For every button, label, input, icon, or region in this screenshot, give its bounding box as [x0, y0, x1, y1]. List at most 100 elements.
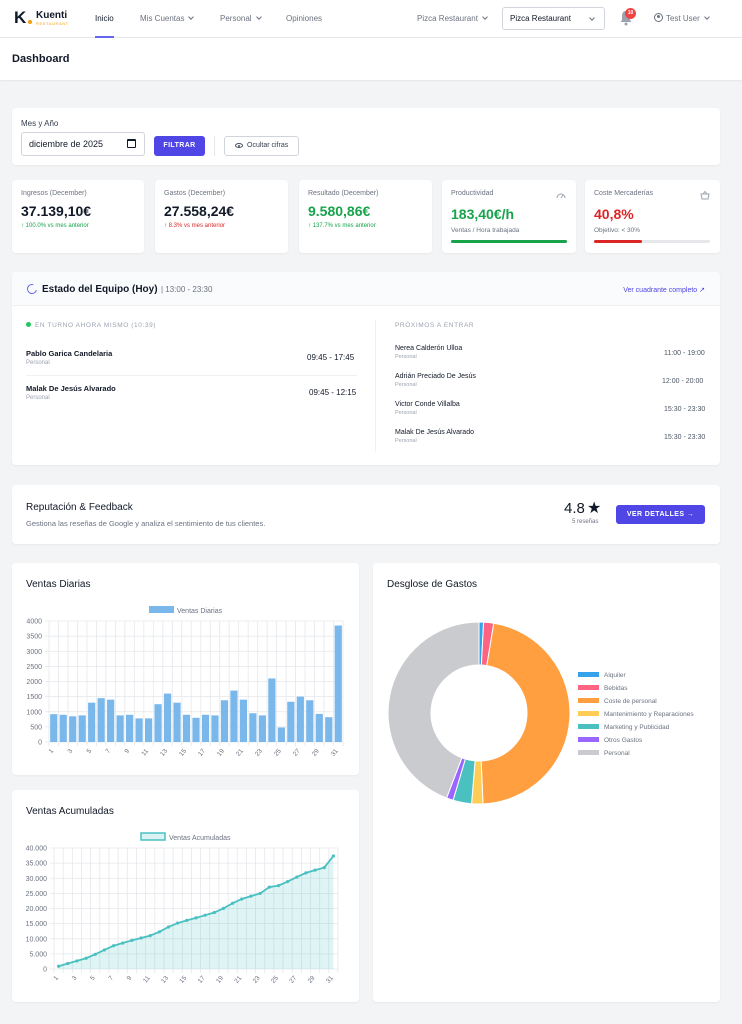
restaurant-select[interactable]: Pizca Restaurant: [502, 7, 605, 30]
notification-badge: 10: [625, 8, 636, 19]
chart-title: Desglose de Gastos: [387, 579, 478, 590]
shift-employee-role: Personal: [26, 395, 50, 401]
chevron-down-icon: [482, 14, 488, 20]
y-tick-label: 3000: [26, 649, 42, 656]
bar: [334, 625, 342, 742]
bar: [192, 717, 200, 742]
legend-swatch: [149, 606, 174, 613]
x-tick-label: 13: [159, 747, 169, 757]
view-details-button[interactable]: VER DETALLES →: [616, 505, 705, 524]
kpi-subtitle: Objetivo: < 30%: [594, 227, 641, 234]
expenses-chart: Alquiler Bebidas Coste de personal Mantenim…: [387, 621, 694, 805]
x-tick-label: 15: [178, 747, 188, 757]
month-year-input[interactable]: diciembre de 2025: [21, 132, 145, 156]
legend-label: Bebidas: [604, 685, 628, 692]
column-divider: [375, 320, 376, 452]
bar: [239, 699, 248, 742]
month-year-label: Mes y Año: [21, 119, 59, 128]
hide-figures-button[interactable]: Ocultar cifras: [224, 136, 299, 156]
bar: [173, 702, 181, 742]
logo-subtitle: RESTAURANT: [36, 20, 69, 26]
bar: [306, 700, 314, 742]
bar: [107, 699, 115, 742]
bar: [230, 690, 238, 742]
kpi-value: 183,40€/h: [451, 206, 515, 222]
upcoming-employee-name: Nerea Calderón Ulloa: [395, 345, 463, 352]
user-menu[interactable]: Test User: [654, 0, 710, 38]
upcoming-employee-name: Malak De Jesús Alvarado: [395, 429, 474, 436]
x-tick-label: 27: [292, 747, 302, 757]
shift-employee-role: Personal: [26, 360, 50, 366]
y-tick-label: 40.000: [26, 846, 48, 853]
chevron-down-icon: [255, 14, 262, 20]
hide-figures-label: Ocultar cifras: [247, 142, 289, 149]
data-point: [75, 959, 79, 963]
data-point: [276, 884, 281, 888]
y-tick-label: 0: [38, 740, 42, 747]
x-tick-label: 29: [311, 747, 321, 757]
gauge-icon: [556, 193, 566, 199]
y-tick-label: 1000: [26, 709, 42, 716]
x-tick-label: 23: [252, 974, 262, 984]
view-schedule-link[interactable]: Ver cuadrante completo ↗: [623, 286, 705, 294]
kpi-delta: ↑ 137.7% vs mes anterior: [308, 223, 376, 229]
x-tick-label: 3: [67, 747, 75, 755]
x-tick-label: 29: [307, 974, 317, 984]
progress-bar: [451, 240, 567, 243]
upcoming-time: 15:30 - 23:30: [664, 434, 706, 441]
daily-sales-chart: Ventas Diarias05001000150020002500300035…: [26, 606, 344, 758]
x-tick-label: 21: [233, 974, 243, 984]
legend-swatch: [578, 724, 599, 729]
calendar-icon[interactable]: [127, 139, 136, 148]
data-point: [93, 952, 97, 956]
data-point: [231, 901, 235, 905]
nav-opiniones[interactable]: Opiniones: [286, 0, 322, 38]
x-tick-label: 13: [160, 974, 170, 984]
bar: [249, 713, 257, 742]
x-tick-label: 27: [288, 974, 298, 984]
kpi-coste-mercaderias: Coste Mercaderías 40,8% Objetivo: < 30%: [585, 180, 720, 253]
data-point: [240, 897, 244, 901]
filter-card: Mes y Año diciembre de 2025 FILTRAR Ocul…: [12, 108, 720, 165]
legend-swatch: [578, 711, 599, 716]
team-status-header: Estado del Equipo (Hoy) | 13:00 - 23:30 …: [12, 272, 720, 306]
on-shift-label: EN TURNO AHORA MISMO (10:39): [26, 322, 156, 329]
x-tick-label: 9: [126, 974, 134, 982]
logo-mark-icon: K: [14, 9, 32, 27]
progress-fill: [451, 240, 567, 243]
y-tick-label: 25.000: [26, 891, 48, 898]
x-tick-label: 19: [215, 974, 225, 984]
bar: [88, 702, 96, 742]
daily-sales-card: Ventas Diarias Ventas Diarias 0 500 1000 150…: [12, 563, 359, 775]
restaurant-select-value: Pizca Restaurant: [510, 14, 571, 23]
cumulative-sales-chart: Ventas Acumuladas 0 5.000 10.000 15.000 20.00…: [26, 832, 339, 985]
team-status-card: Estado del Equipo (Hoy) | 13:00 - 23:30 …: [12, 272, 720, 465]
kpi-label: Ingresos (December): [21, 190, 87, 197]
x-tick-label: 23: [254, 747, 264, 757]
bar: [126, 714, 134, 742]
nav-mis-cuentas[interactable]: Mis Cuentas: [140, 0, 195, 38]
shift-employee-name: Malak De Jesús Alvarado: [26, 384, 116, 393]
y-tick-label: 3500: [26, 634, 42, 641]
x-tick-label: 17: [197, 974, 207, 984]
filter-button[interactable]: FILTRAR: [154, 136, 205, 156]
logo[interactable]: K Kuenti RESTAURANT: [14, 9, 69, 27]
user-icon: [654, 13, 663, 22]
x-tick-label: 25: [270, 974, 280, 984]
kpi-productividad: Productividad 183,40€/h Ventas / Hora tr…: [442, 180, 576, 253]
upcoming-employee-role: Personal: [395, 410, 417, 416]
divider: [26, 375, 357, 376]
on-shift-label-text: EN TURNO AHORA MISMO (10:39): [35, 322, 157, 329]
legend-swatch: [578, 750, 599, 755]
bar: [144, 718, 153, 742]
reputation-title: Reputación & Feedback: [26, 502, 133, 513]
bar: [258, 715, 266, 742]
x-tick-label: 1: [48, 747, 56, 755]
x-tick-label: 5: [89, 974, 97, 982]
shift-employee-name: Pablo Garica Candelaria: [26, 349, 113, 358]
reputation-card: Reputación & Feedback Gestiona las reseñ…: [12, 485, 720, 544]
restaurant-menu[interactable]: Pizca Restaurant: [417, 0, 488, 38]
nav-inicio[interactable]: Inicio: [95, 0, 114, 38]
x-tick-label: 15: [178, 974, 188, 984]
nav-personal[interactable]: Personal: [220, 0, 262, 38]
